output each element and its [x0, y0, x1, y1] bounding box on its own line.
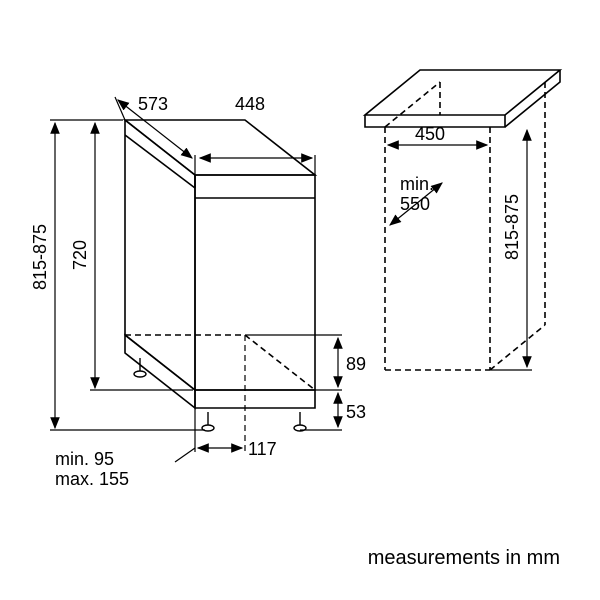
- dim-cabinet-depth-min: min.: [400, 174, 434, 194]
- dim-panel-max: max. 155: [55, 469, 129, 489]
- dim-overall-height: 815-875: [30, 224, 50, 290]
- dim-body-height: 720: [70, 240, 90, 270]
- dim-depth: 573: [138, 94, 168, 114]
- dim-front-117: 117: [248, 439, 277, 459]
- dim-cabinet-width: 450: [415, 124, 445, 144]
- dim-cabinet-height: 815-875: [502, 194, 522, 260]
- appliance-body: [125, 120, 315, 431]
- dim-panel-min: min. 95: [55, 449, 114, 469]
- dim-width: 448: [235, 94, 265, 114]
- dim-cabinet-depth-val: 550: [400, 194, 430, 214]
- dim-base-89: 89: [346, 354, 366, 374]
- dimension-drawing: 573 448 450 min. 550 815-875 815-875 720…: [0, 0, 600, 600]
- dim-foot-53: 53: [346, 402, 366, 422]
- cabinet-cutout: [365, 70, 560, 370]
- units-label: measurements in mm: [368, 547, 560, 570]
